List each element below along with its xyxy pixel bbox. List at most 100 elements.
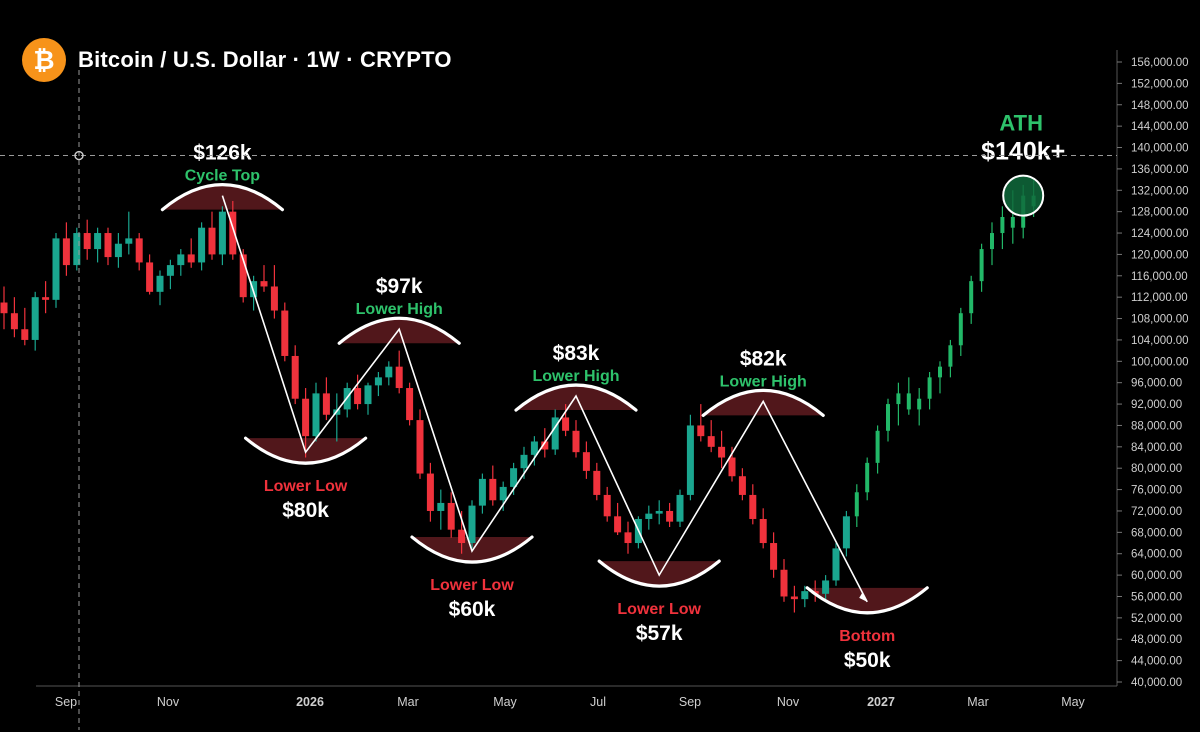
candle — [697, 404, 705, 442]
candle-body — [94, 233, 102, 250]
candle-body — [312, 393, 320, 437]
candle-body — [73, 233, 81, 266]
candle — [738, 468, 746, 501]
candle-body — [42, 297, 50, 300]
bitcoin-logo-icon: ₿ — [22, 38, 66, 82]
candle — [780, 559, 788, 602]
y-tick-label: 52,000.00 — [1131, 613, 1182, 625]
candle — [312, 382, 320, 442]
crosshair-center — [74, 150, 84, 161]
x-axis: Sep Nov 2026 Mar May Jul Sep Nov 2027 Mar May — [36, 685, 1117, 709]
candle-body — [21, 329, 29, 340]
candle-body — [510, 468, 518, 487]
candle — [979, 243, 984, 292]
y-tick-label: 80,000.00 — [1131, 463, 1182, 475]
y-tick-label: 44,000.00 — [1131, 656, 1182, 668]
crosshair — [0, 70, 1117, 730]
candle — [634, 516, 642, 549]
candle — [426, 462, 434, 522]
candle-body — [738, 476, 746, 495]
annotation-value: $83k — [553, 342, 600, 365]
annotation-value: $60k — [449, 598, 496, 621]
y-tick-label: 48,000.00 — [1131, 634, 1182, 646]
candle-body — [645, 513, 653, 519]
candle — [374, 372, 382, 397]
candle — [10, 297, 18, 338]
candle — [875, 425, 880, 474]
bottom-arc — [410, 535, 534, 564]
y-tick-label: 104,000.00 — [1131, 335, 1189, 347]
candle-body — [969, 281, 974, 314]
ath-value: $140k+ — [981, 138, 1065, 166]
candle-body — [291, 355, 299, 399]
candle — [385, 361, 393, 386]
candle-body — [790, 596, 798, 600]
x-tick-label: Sep — [679, 695, 701, 709]
candle — [187, 238, 195, 268]
annotation-value: $50k — [844, 649, 891, 672]
candle-body — [886, 404, 890, 431]
x-tick-label: May — [1061, 695, 1085, 709]
candle-body — [666, 510, 674, 522]
candle-body — [135, 238, 143, 263]
top-arc — [514, 383, 638, 412]
candle-body — [385, 366, 393, 378]
candle — [31, 291, 39, 351]
candle-body — [489, 478, 497, 501]
candle-body — [302, 398, 310, 437]
candle-body — [166, 265, 174, 276]
candle-body — [1010, 217, 1015, 228]
candle-body — [416, 420, 424, 474]
labels-layer: $126k Cycle Top Lower Low $80k $97k Lower Hig… — [185, 111, 1066, 672]
candle-body — [208, 227, 216, 255]
candle-body — [707, 436, 715, 447]
candle-body — [822, 580, 830, 594]
y-tick-label: 100,000.00 — [1131, 356, 1189, 368]
candle-body — [572, 430, 580, 453]
bottom-arc — [597, 559, 721, 588]
candle — [125, 211, 133, 255]
candle-body — [530, 441, 538, 455]
candle-body — [948, 345, 953, 367]
candle — [749, 484, 757, 525]
candle — [447, 492, 455, 538]
candle — [896, 382, 901, 426]
annotation-top: $83k Lower High — [532, 342, 619, 385]
candle-body — [270, 286, 278, 311]
y-tick-label: 84,000.00 — [1131, 442, 1182, 454]
candle — [62, 222, 70, 276]
candle — [927, 372, 932, 410]
candle — [676, 489, 684, 527]
candle — [281, 302, 289, 362]
annotation-top: $82k Lower High — [720, 347, 807, 390]
zigzag-arrowhead — [859, 592, 868, 602]
candle — [198, 222, 206, 271]
candle-body — [927, 377, 932, 399]
annotation-top: $126k Cycle Top — [185, 142, 261, 185]
candle-body — [354, 388, 362, 405]
y-tick-label: 64,000.00 — [1131, 549, 1182, 561]
candle-body — [177, 254, 185, 266]
annotation-bottom: Lower Low $57k — [617, 601, 701, 645]
top-arc — [337, 316, 461, 345]
annotation-bottom: Lower Low $80k — [264, 478, 348, 522]
annotation-value: $97k — [376, 275, 423, 298]
zigzag-layer — [221, 195, 868, 603]
y-tick-label: 144,000.00 — [1131, 121, 1189, 133]
candle — [291, 345, 299, 405]
y-tick-label: 112,000.00 — [1131, 292, 1188, 304]
candle-body — [655, 510, 663, 514]
candle-body — [31, 297, 39, 340]
candle-body — [10, 313, 18, 330]
candle-body — [624, 532, 632, 544]
y-tick-label: 88,000.00 — [1131, 420, 1182, 432]
y-tick-label: 56,000.00 — [1131, 591, 1182, 603]
candle-body — [395, 366, 403, 389]
candle-body — [1000, 217, 1005, 234]
y-tick-label: 96,000.00 — [1131, 378, 1182, 390]
x-tick-label: Sep — [55, 695, 77, 709]
candle — [114, 233, 122, 268]
top-arc — [160, 183, 284, 212]
candle — [917, 388, 922, 426]
